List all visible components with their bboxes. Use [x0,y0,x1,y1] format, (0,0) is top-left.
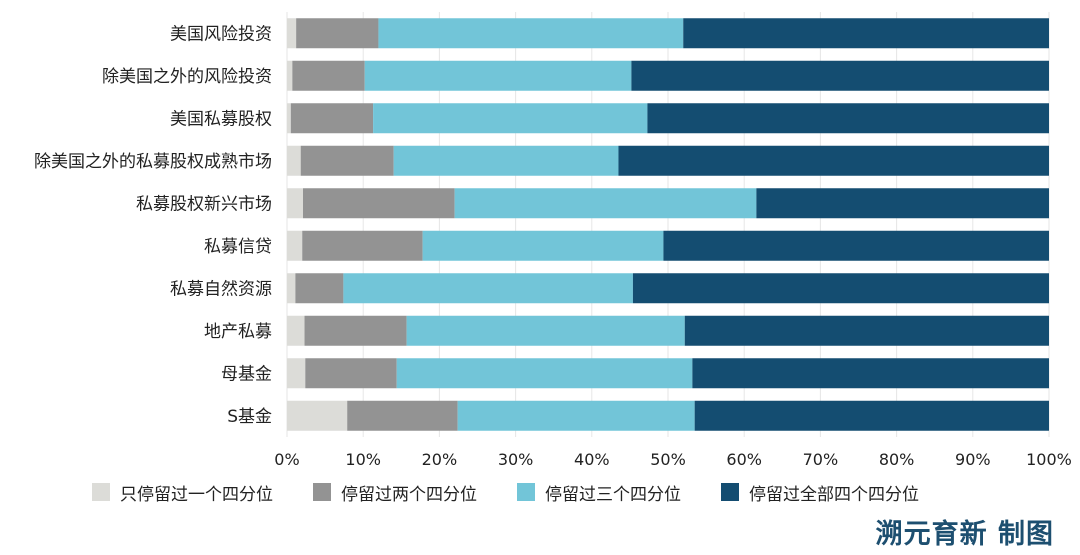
legend-item: 停留过两个四分位 [313,480,477,505]
category-label: 除美国之外的风险投资 [102,67,272,87]
x-tick-label: 70% [803,450,839,469]
category-label: 美国风险投资 [170,24,272,44]
category-label: 美国私募股权 [170,109,272,129]
bar-segment [663,230,1049,261]
bar-segment [396,358,693,389]
bar-segment [287,103,291,134]
bar-segment [303,188,455,219]
legend-label: 停留过两个四分位 [341,484,477,505]
bar-segment [300,145,394,176]
legend-label: 停留过三个四分位 [545,484,681,505]
category-label: S基金 [227,407,272,427]
category-label: 地产私募 [204,322,272,342]
stacked-bar-chart: 美国风险投资除美国之外的风险投资美国私募股权除美国之外的私募股权成熟市场私募股权… [34,12,1072,469]
bar-segment [618,145,1049,176]
bar-segment [296,18,379,49]
legend-label: 只停留过一个四分位 [120,484,273,505]
bar-segment [364,60,632,91]
bar-segment [287,18,297,49]
bar-segment [373,103,648,134]
bar-segment [287,188,304,219]
bar-segment [290,103,374,134]
legend-item: 只停留过一个四分位 [92,480,273,505]
bar-segment [393,145,619,176]
bar-segment [631,60,1049,91]
bar-segment [302,230,423,261]
bar-segment [287,60,293,91]
bar-segment [647,103,1049,134]
x-tick-label: 40% [574,450,610,469]
bar-segment [343,273,633,304]
bar-segment [406,315,685,346]
legend-item: 停留过三个四分位 [517,480,681,505]
legend-item: 停留过全部四个四分位 [721,480,919,505]
legend: 只停留过一个四分位 停留过两个四分位 停留过三个四分位 停留过全部四个四分位 [92,478,1052,506]
credit-text: 溯元育新 制图 [875,519,1054,550]
x-tick-label: 0% [274,450,299,469]
legend-swatch [313,483,331,501]
bar-segment [287,145,301,176]
category-label: 除美国之外的私募股权成熟市场 [34,151,272,172]
x-tick-label: 30% [498,450,534,469]
bar-segment [692,358,1049,389]
legend-label: 停留过全部四个四分位 [749,484,919,505]
x-tick-label: 80% [879,450,915,469]
bar-segment [292,60,365,91]
legend-swatch [517,483,535,501]
bar-segment [287,315,305,346]
bar-segment [454,188,757,219]
x-axis-ticks: 0% 10% 20% 30% 40% 50% 60% 70% 80% 90% 100% [274,450,1072,469]
legend-swatch [92,483,110,501]
bar-segment [295,273,344,304]
bar-segment [422,230,664,261]
bar-segment [683,18,1049,49]
bar-segment [305,358,397,389]
category-label: 母基金 [221,364,272,384]
category-labels: 美国风险投资除美国之外的风险投资美国私募股权除美国之外的私募股权成熟市场私募股权… [34,24,272,427]
x-tick-label: 50% [650,450,686,469]
bar-segment [287,273,296,304]
bar-segment [632,273,1049,304]
category-label: 私募自然资源 [170,279,272,299]
bar-segment [684,315,1049,346]
bar-segment [378,18,684,49]
bar-segment [756,188,1049,219]
category-label: 私募股权新兴市场 [136,194,272,214]
legend-swatch [721,483,739,501]
x-tick-label: 100% [1026,450,1072,469]
bar-segment [457,400,695,431]
x-tick-label: 60% [726,450,762,469]
bar-segment [287,358,306,389]
x-tick-label: 20% [422,450,458,469]
bar-segment [287,230,303,261]
bar-segment [347,400,458,431]
bar-segment [694,400,1049,431]
bar-segment [304,315,407,346]
category-label: 私募信贷 [204,237,272,257]
x-tick-label: 90% [955,450,991,469]
bar-area [287,18,1049,431]
x-tick-label: 10% [345,450,381,469]
bar-segment [287,400,348,431]
